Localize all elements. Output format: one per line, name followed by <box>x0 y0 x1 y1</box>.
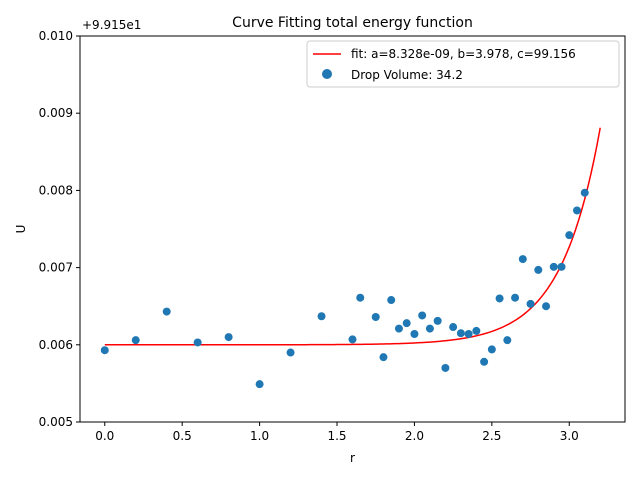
scatter-point <box>255 380 264 389</box>
scatter-point <box>387 296 396 305</box>
legend-fit-label: fit: a=8.328e-09, b=3.978, c=99.156 <box>351 47 576 61</box>
y-tick-label: 0.008 <box>39 183 73 197</box>
scatter-point <box>480 357 489 366</box>
scatter-point <box>394 324 403 333</box>
scatter-point <box>526 299 535 308</box>
y-axis-label: U <box>14 225 28 234</box>
scatter-point <box>402 319 411 328</box>
scatter-point <box>565 231 574 240</box>
scatter-point <box>534 265 543 274</box>
scatter-point <box>456 329 465 338</box>
y-tick-label: 0.007 <box>39 261 73 275</box>
scatter-point <box>495 294 504 303</box>
scatter-point <box>472 326 481 335</box>
scatter-point <box>449 323 458 332</box>
scatter-point <box>542 302 551 311</box>
scatter-point <box>193 338 202 347</box>
legend-scatter-marker-swatch <box>322 69 332 79</box>
scatter-point <box>573 206 582 215</box>
x-tick-label: 2.5 <box>482 429 501 443</box>
fit-curve-line <box>104 127 601 346</box>
scatter-point <box>356 293 365 302</box>
scatter-point <box>441 363 450 372</box>
scatter-point <box>557 262 566 271</box>
scatter-point <box>348 335 357 344</box>
x-tick-label: 2.0 <box>405 429 424 443</box>
scatter-point <box>503 336 512 345</box>
scatter-point <box>518 255 527 264</box>
scatter-point <box>100 346 109 355</box>
scatter-point <box>511 293 520 302</box>
y-axis-ticks: 0.005 0.006 0.007 0.008 0.009 0.010 <box>39 29 80 429</box>
y-axis-offset-text: +9.915e1 <box>82 18 141 32</box>
scatter-point <box>379 353 388 362</box>
scatter-point <box>464 329 473 338</box>
axes-frame <box>79 35 626 423</box>
data-marks <box>100 127 601 389</box>
x-tick-label: 3.0 <box>560 429 579 443</box>
scatter-point <box>487 345 496 354</box>
scatter-point <box>549 262 558 271</box>
x-tick-label: 1.0 <box>250 429 269 443</box>
y-tick-label: 0.005 <box>39 415 73 429</box>
scatter-point <box>162 307 171 316</box>
scatter-point <box>131 336 140 345</box>
x-tick-label: 0.5 <box>173 429 192 443</box>
scatter-point <box>425 324 434 333</box>
legend: fit: a=8.328e-09, b=3.978, c=99.156 Drop… <box>306 40 620 88</box>
scatter-point <box>317 312 326 321</box>
legend-scatter-label: Drop Volume: 34.2 <box>351 68 463 82</box>
x-axis-label: r <box>350 451 355 465</box>
scatter-point <box>410 329 419 338</box>
scatter-point <box>286 348 295 357</box>
x-tick-label: 0.0 <box>95 429 114 443</box>
scatter-point <box>580 188 589 197</box>
x-tick-label: 1.5 <box>327 429 346 443</box>
legend-box <box>306 40 620 88</box>
scatter-point <box>371 313 380 322</box>
y-tick-label: 0.010 <box>39 29 73 43</box>
y-tick-label: 0.009 <box>39 106 73 120</box>
scatter-point <box>224 333 233 342</box>
x-axis-ticks: 0.0 0.5 1.0 1.5 2.0 2.5 3.0 <box>95 422 579 443</box>
scatter-point <box>433 316 442 325</box>
y-tick-label: 0.006 <box>39 338 73 352</box>
chart-title: Curve Fitting total energy function <box>232 15 473 31</box>
scatter-point <box>418 311 427 320</box>
